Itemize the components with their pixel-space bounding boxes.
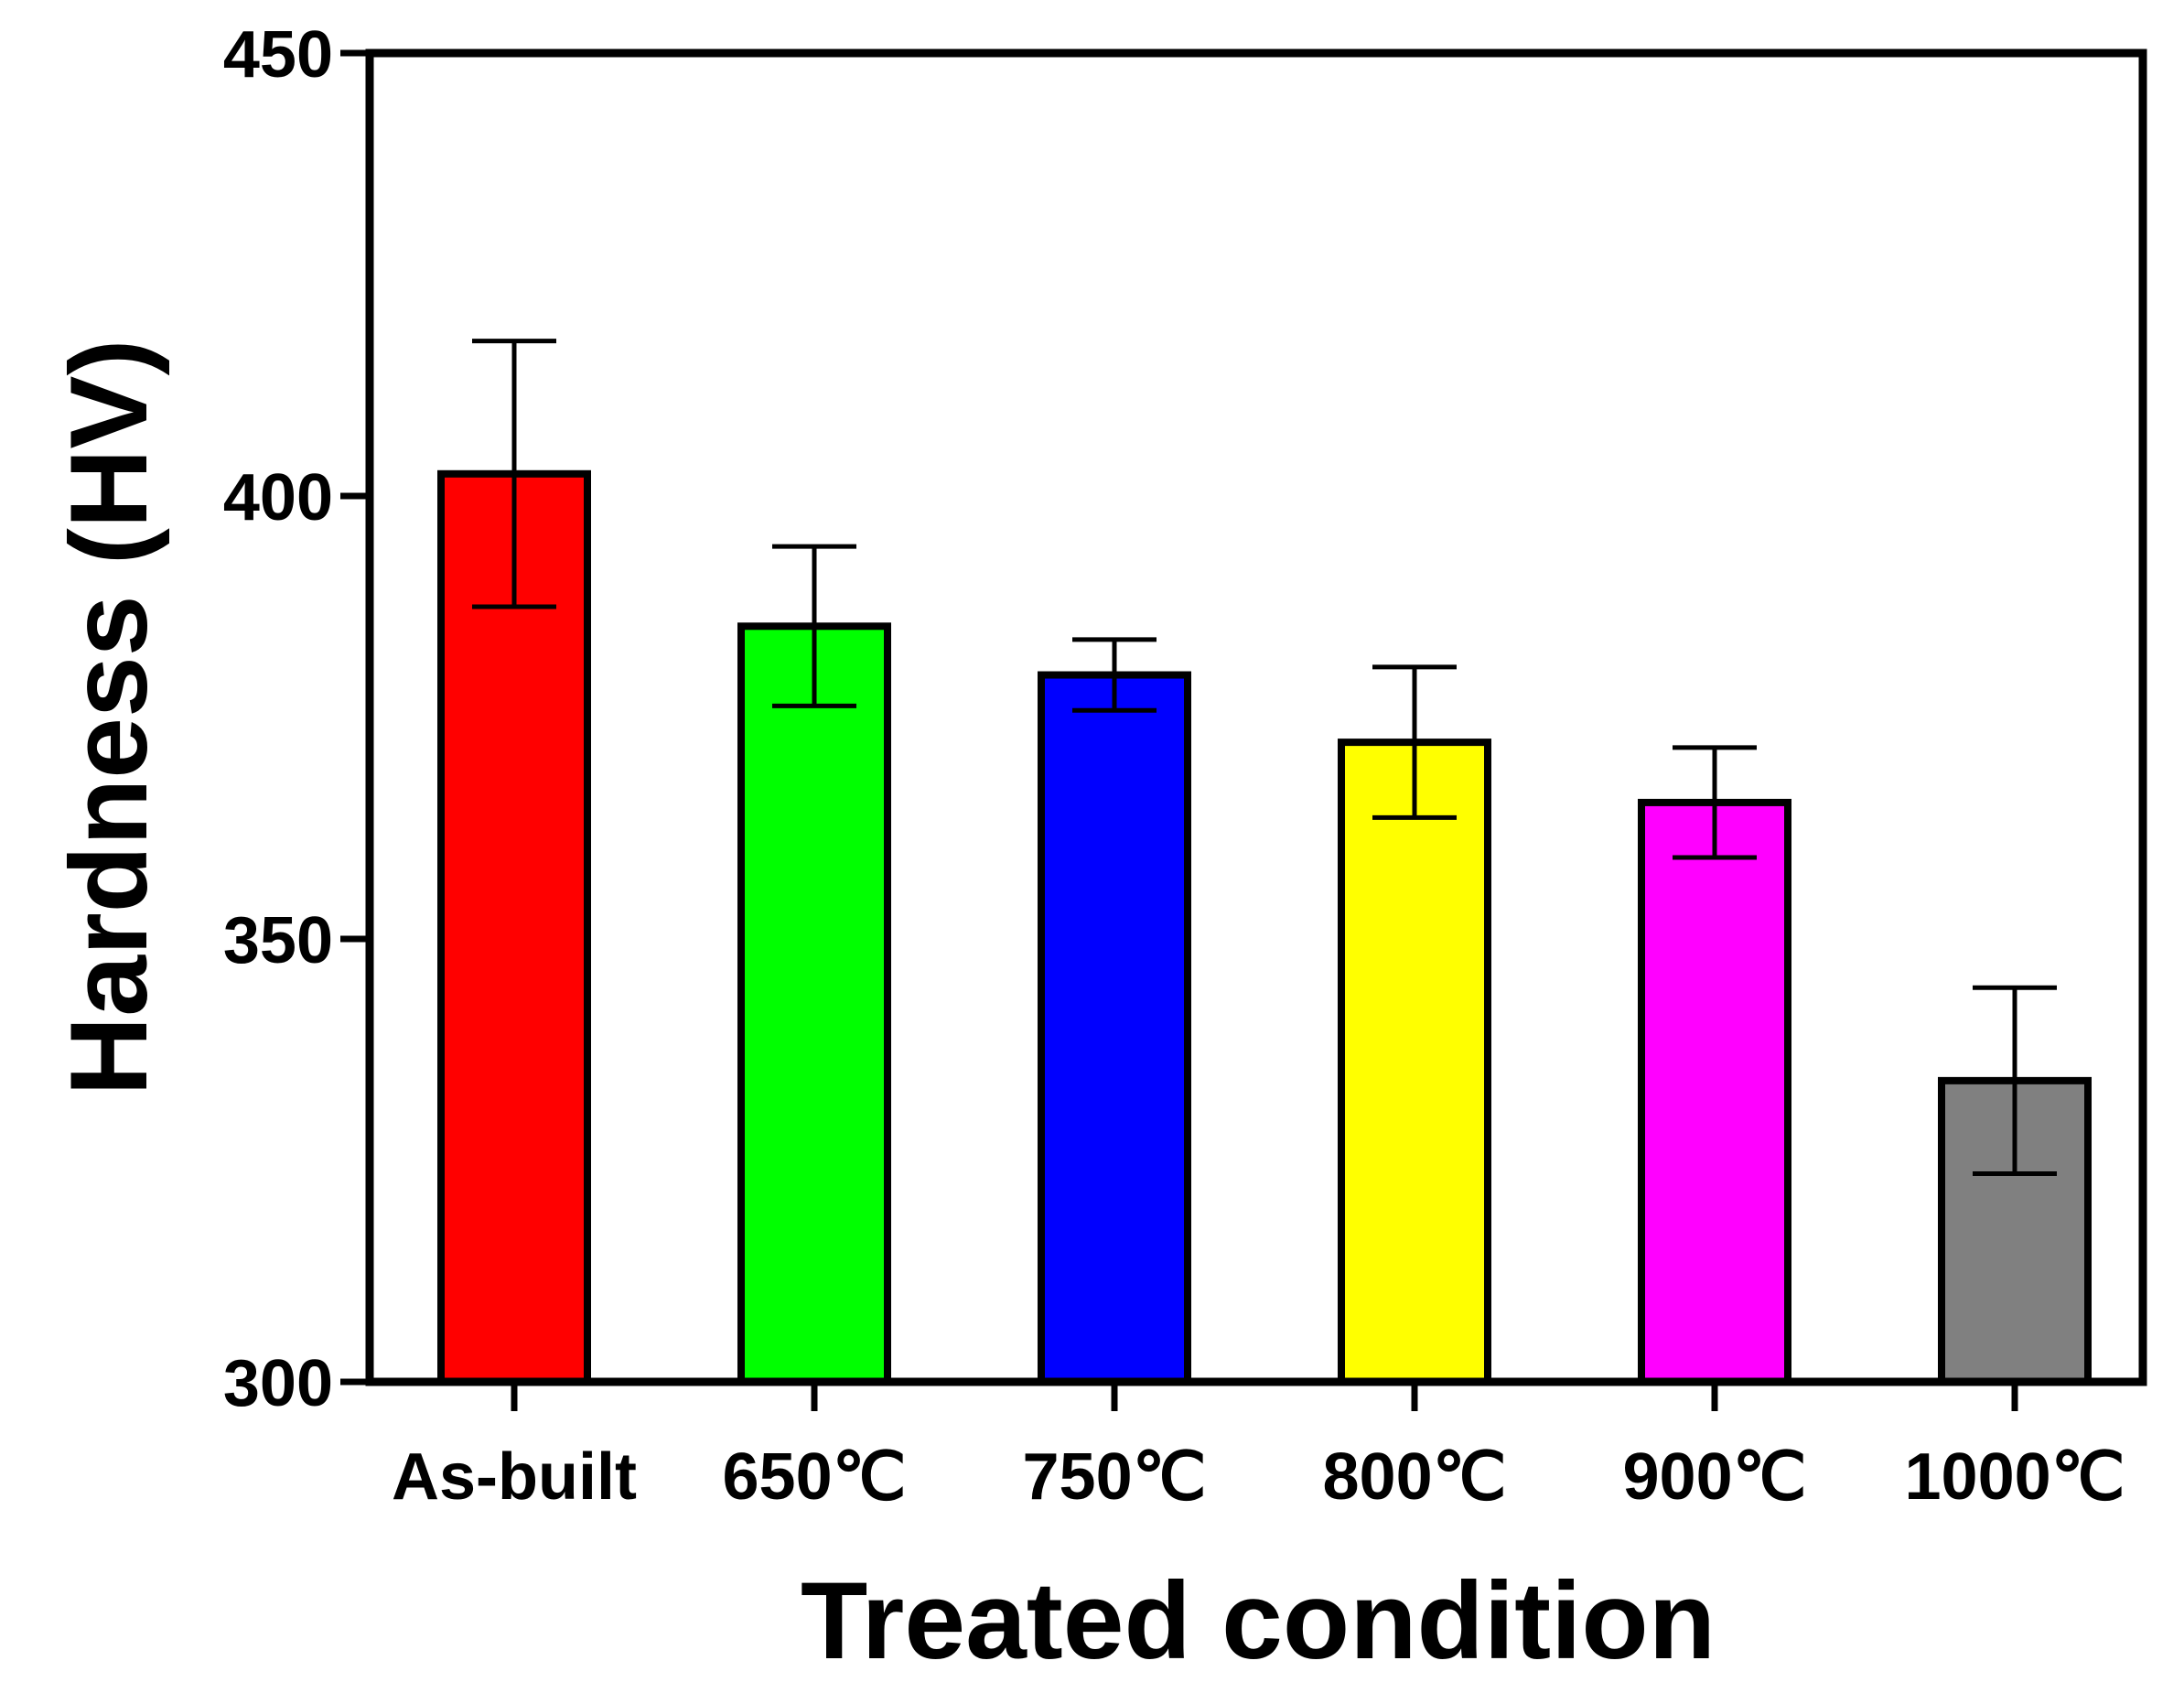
bar-2 — [1038, 671, 1191, 1386]
plot-frame — [365, 49, 2147, 1386]
bar-0 — [437, 469, 591, 1386]
y-tick-label-0: 300 — [223, 1347, 333, 1420]
y-axis-title: Hardness (HV) — [48, 340, 170, 1096]
bar-1 — [737, 622, 891, 1386]
x-tick-label-0: As-built — [392, 1440, 637, 1514]
x-tick-label-4: 900℃ — [1623, 1440, 1807, 1514]
x-tick-label-5: 1000℃ — [1904, 1440, 2125, 1514]
bars-layer — [437, 469, 2092, 1386]
ticks-layer: As-built 650℃ 750℃ 800℃ 900℃ 1000℃ 300 350 400 45… — [223, 18, 2125, 1514]
error-bars-layer — [472, 339, 2057, 1177]
bar-3 — [1338, 739, 1491, 1386]
y-tick-label-2: 400 — [223, 461, 333, 534]
x-tick-label-3: 800℃ — [1323, 1440, 1507, 1514]
x-tick-label-2: 750℃ — [1023, 1440, 1207, 1514]
y-tick-label-1: 350 — [223, 904, 333, 977]
x-axis-title: Treated condition — [801, 1559, 1716, 1682]
bar-4 — [1638, 798, 1791, 1386]
y-tick-label-3: 450 — [223, 18, 333, 92]
x-tick-label-1: 650℃ — [723, 1440, 907, 1514]
